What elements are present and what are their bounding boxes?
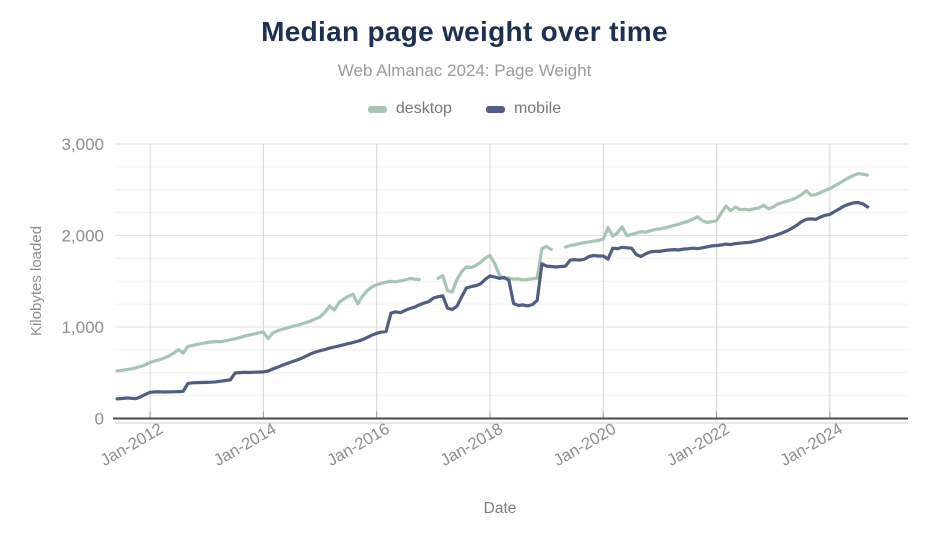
x-axis-labels: Jan-2012 Jan-2014 Jan-2016 Jan-2018 Jan-2020… (98, 420, 846, 470)
x-axis (113, 417, 908, 424)
x-tick-label: Jan-2020 (551, 420, 620, 470)
legend-item-mobile[interactable]: mobile (485, 100, 562, 118)
y-axis-labels: 0 1,000 2,000 3,000 (61, 135, 104, 429)
legend-label-mobile: mobile (513, 100, 562, 117)
legend-item-desktop[interactable]: desktop (367, 100, 452, 118)
mobile-swatch-icon (485, 105, 505, 113)
x-tick-label: Jan-2014 (211, 420, 280, 470)
y-tick-label: 2,000 (61, 227, 104, 246)
x-tick-label: Jan-2018 (437, 420, 506, 470)
x-axis-title: Date (484, 500, 517, 517)
mobile-line (115, 200, 870, 401)
desktop-swatch-icon (367, 105, 387, 113)
x-tick-label: Jan-2016 (324, 420, 393, 470)
chart-subtitle: Web Almanac 2024: Page Weight (337, 61, 592, 80)
legend-label-desktop: desktop (395, 100, 452, 117)
desktop-line (115, 172, 870, 373)
chart-title: Median page weight over time (261, 16, 668, 47)
y-tick-label: 3,000 (61, 135, 104, 154)
y-gridlines (115, 143, 908, 397)
legend: desktop mobile (0, 100, 929, 118)
x-tick-label: Jan-2024 (777, 420, 846, 470)
y-tick-label: 1,000 (61, 318, 104, 337)
x-tick-label: Jan-2022 (664, 420, 733, 470)
y-tick-label: 0 (95, 410, 104, 429)
y-axis-title: Kilobytes loaded (28, 226, 45, 336)
x-tick-label: Jan-2012 (98, 420, 167, 470)
